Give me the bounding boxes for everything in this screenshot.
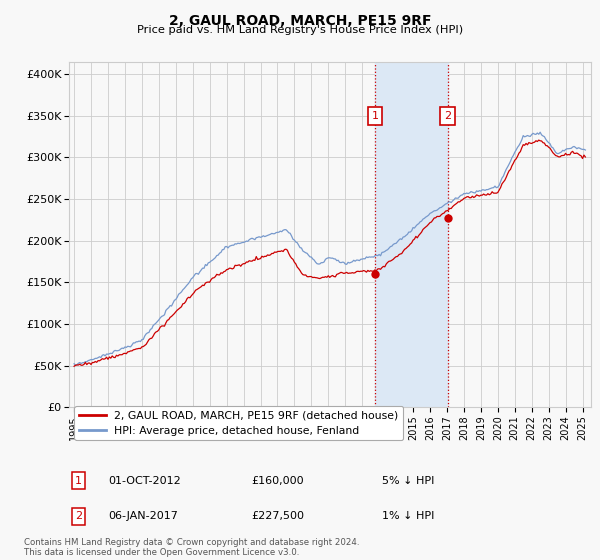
Text: Price paid vs. HM Land Registry's House Price Index (HPI): Price paid vs. HM Land Registry's House … <box>137 25 463 35</box>
Text: 06-JAN-2017: 06-JAN-2017 <box>108 511 178 521</box>
Text: £227,500: £227,500 <box>252 511 305 521</box>
Text: 1: 1 <box>371 111 379 121</box>
Text: 5% ↓ HPI: 5% ↓ HPI <box>382 475 434 486</box>
Text: 2, GAUL ROAD, MARCH, PE15 9RF: 2, GAUL ROAD, MARCH, PE15 9RF <box>169 14 431 28</box>
Text: 1% ↓ HPI: 1% ↓ HPI <box>382 511 434 521</box>
Text: £160,000: £160,000 <box>252 475 304 486</box>
Text: 1: 1 <box>75 475 82 486</box>
Text: 2: 2 <box>444 111 451 121</box>
Text: Contains HM Land Registry data © Crown copyright and database right 2024.
This d: Contains HM Land Registry data © Crown c… <box>24 538 359 557</box>
Bar <box>375 62 448 407</box>
Text: 2: 2 <box>75 511 82 521</box>
Legend: 2, GAUL ROAD, MARCH, PE15 9RF (detached house), HPI: Average price, detached hou: 2, GAUL ROAD, MARCH, PE15 9RF (detached … <box>74 406 403 440</box>
Text: 01-OCT-2012: 01-OCT-2012 <box>108 475 181 486</box>
